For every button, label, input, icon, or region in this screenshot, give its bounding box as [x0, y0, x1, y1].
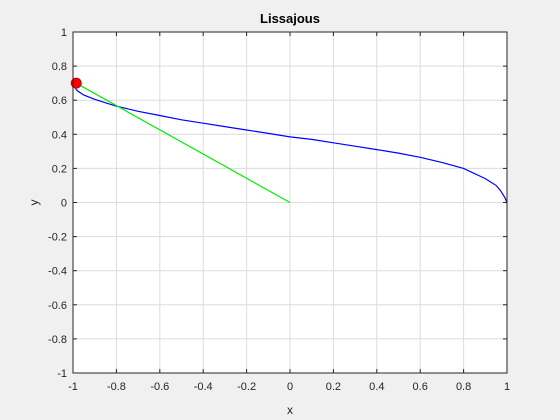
y-tick-label: 0.2: [52, 163, 67, 175]
y-tick-label: -1: [57, 368, 67, 380]
x-tick-label: 0.8: [456, 381, 471, 393]
x-tick-label: 0.4: [369, 381, 384, 393]
tick-marks: [72, 31, 508, 374]
x-tick-label: -1: [68, 381, 78, 393]
green-line-series: [76, 82, 291, 204]
series-layer: [70, 77, 508, 204]
y-tick-label: 0.6: [52, 95, 67, 107]
x-tick-label: -0.2: [237, 381, 256, 393]
x-tick-label: 0.2: [326, 381, 341, 393]
y-tick-label: 0: [61, 198, 67, 210]
x-tick-label: 0.6: [413, 381, 428, 393]
red-marker-point: [70, 77, 82, 89]
y-tick-label: 0.8: [52, 61, 67, 73]
x-tick-label: -0.4: [194, 381, 213, 393]
x-tick-label: 1: [504, 381, 510, 393]
y-tick-label: -0.8: [48, 334, 67, 346]
y-tick-label: -0.4: [48, 266, 67, 278]
y-tick-labels: -1 -0.8 -0.6 -0.4 -0.2 0 0.2 0.4 0.6 0.8 1: [48, 27, 67, 380]
chart-title: Lissajous: [260, 11, 320, 26]
x-tick-label: -0.8: [107, 381, 126, 393]
x-tick-labels: -1 -0.8 -0.6 -0.4 -0.2 0 0.2 0.4 0.6 0.8 1: [68, 381, 510, 393]
y-tick-label: -0.6: [48, 300, 67, 312]
blue-curve-series: [72, 84, 508, 203]
y-tick-label: 1: [61, 27, 67, 39]
x-tick-label: 0: [287, 381, 293, 393]
y-axis-label: y: [27, 200, 41, 206]
x-tick-label: -0.6: [150, 381, 169, 393]
x-axis-label: x: [287, 403, 293, 417]
y-tick-label: -0.2: [48, 232, 67, 244]
y-tick-label: 0.4: [52, 129, 67, 141]
